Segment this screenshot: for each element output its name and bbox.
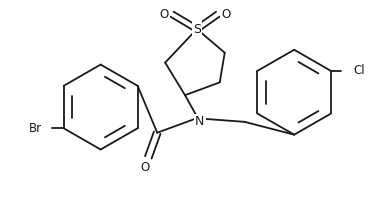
Text: O: O bbox=[141, 161, 150, 174]
Text: S: S bbox=[193, 22, 201, 36]
Text: O: O bbox=[160, 8, 169, 21]
Text: Cl: Cl bbox=[353, 64, 365, 77]
Text: Br: Br bbox=[29, 122, 42, 135]
Text: O: O bbox=[221, 8, 230, 21]
Text: N: N bbox=[195, 115, 205, 128]
